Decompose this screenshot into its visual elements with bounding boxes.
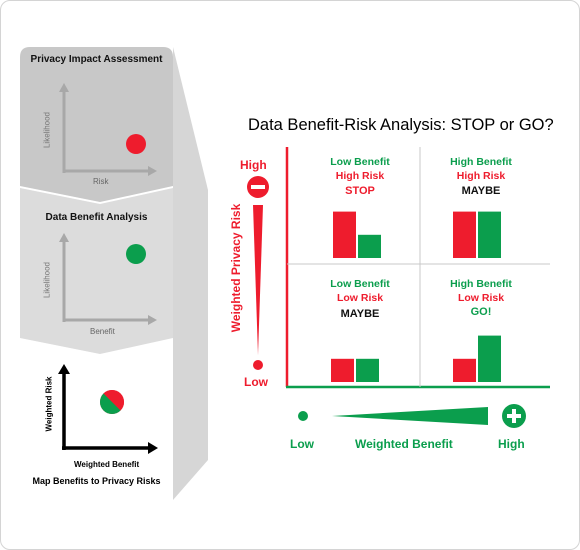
step1-title: Privacy Impact Assessment xyxy=(30,54,163,65)
step1-risk-dot xyxy=(126,134,146,154)
risk-wedge xyxy=(253,205,263,355)
q4-risk-bar xyxy=(453,358,476,382)
q4-risk-label: Low Risk xyxy=(457,292,505,304)
main-title: Data Benefit-Risk Analysis: STOP or GO? xyxy=(248,116,554,134)
q3-benefit-bar xyxy=(356,358,379,382)
step2-title: Data Benefit Analysis xyxy=(45,212,148,223)
y-axis-low-label: Low xyxy=(244,375,268,389)
q3-risk-bar xyxy=(331,358,354,382)
step2-axes xyxy=(59,233,157,325)
step2-panel xyxy=(20,188,173,354)
benefit-wedge xyxy=(332,407,488,425)
step2-benefit-dot xyxy=(126,244,146,264)
q3-risk-label: Low Risk xyxy=(336,292,384,304)
q4-benefit-bar xyxy=(478,335,501,382)
x-axis-high-label: High xyxy=(498,437,525,451)
step3-x-label: Weighted Benefit xyxy=(74,460,140,469)
benefit-low-dot xyxy=(298,411,308,421)
q2-benefit-bar xyxy=(478,211,501,258)
q2-benefit-label: High Benefit xyxy=(450,156,512,168)
q4-benefit-label: High Benefit xyxy=(450,278,512,290)
risk-low-dot xyxy=(253,360,263,370)
step3-mixed-dot xyxy=(99,389,125,415)
step3-panel xyxy=(20,340,173,500)
x-axis-low-label: Low xyxy=(290,437,314,451)
x-axis-label: Weighted Benefit xyxy=(355,437,453,451)
q2-risk-bar xyxy=(453,211,476,258)
q3-verdict: MAYBE xyxy=(340,308,380,320)
step3-axes xyxy=(58,364,158,454)
q4-verdict: GO! xyxy=(470,306,492,318)
q1-benefit-label: Low Benefit xyxy=(330,156,390,168)
y-axis-label: Weighted Privacy Risk xyxy=(229,203,243,333)
step3-caption: Map Benefits to Privacy Risks xyxy=(32,476,161,486)
q1-benefit-bar xyxy=(358,234,381,258)
step2-x-label: Benefit xyxy=(90,327,115,336)
quadrant-bars xyxy=(331,211,501,382)
q3-benefit-label: Low Benefit xyxy=(330,278,390,290)
y-axis-high-label: High xyxy=(240,158,267,172)
q2-verdict: MAYBE xyxy=(461,185,501,197)
perspective-wedge xyxy=(173,47,208,500)
q1-verdict: STOP xyxy=(345,185,375,197)
step1-axes xyxy=(59,83,157,176)
q1-risk-label: High Risk xyxy=(335,170,385,182)
q2-risk-label: High Risk xyxy=(456,170,506,182)
step1-panel xyxy=(20,47,173,202)
q1-risk-bar xyxy=(333,211,356,258)
step1-x-label: Risk xyxy=(93,177,109,186)
